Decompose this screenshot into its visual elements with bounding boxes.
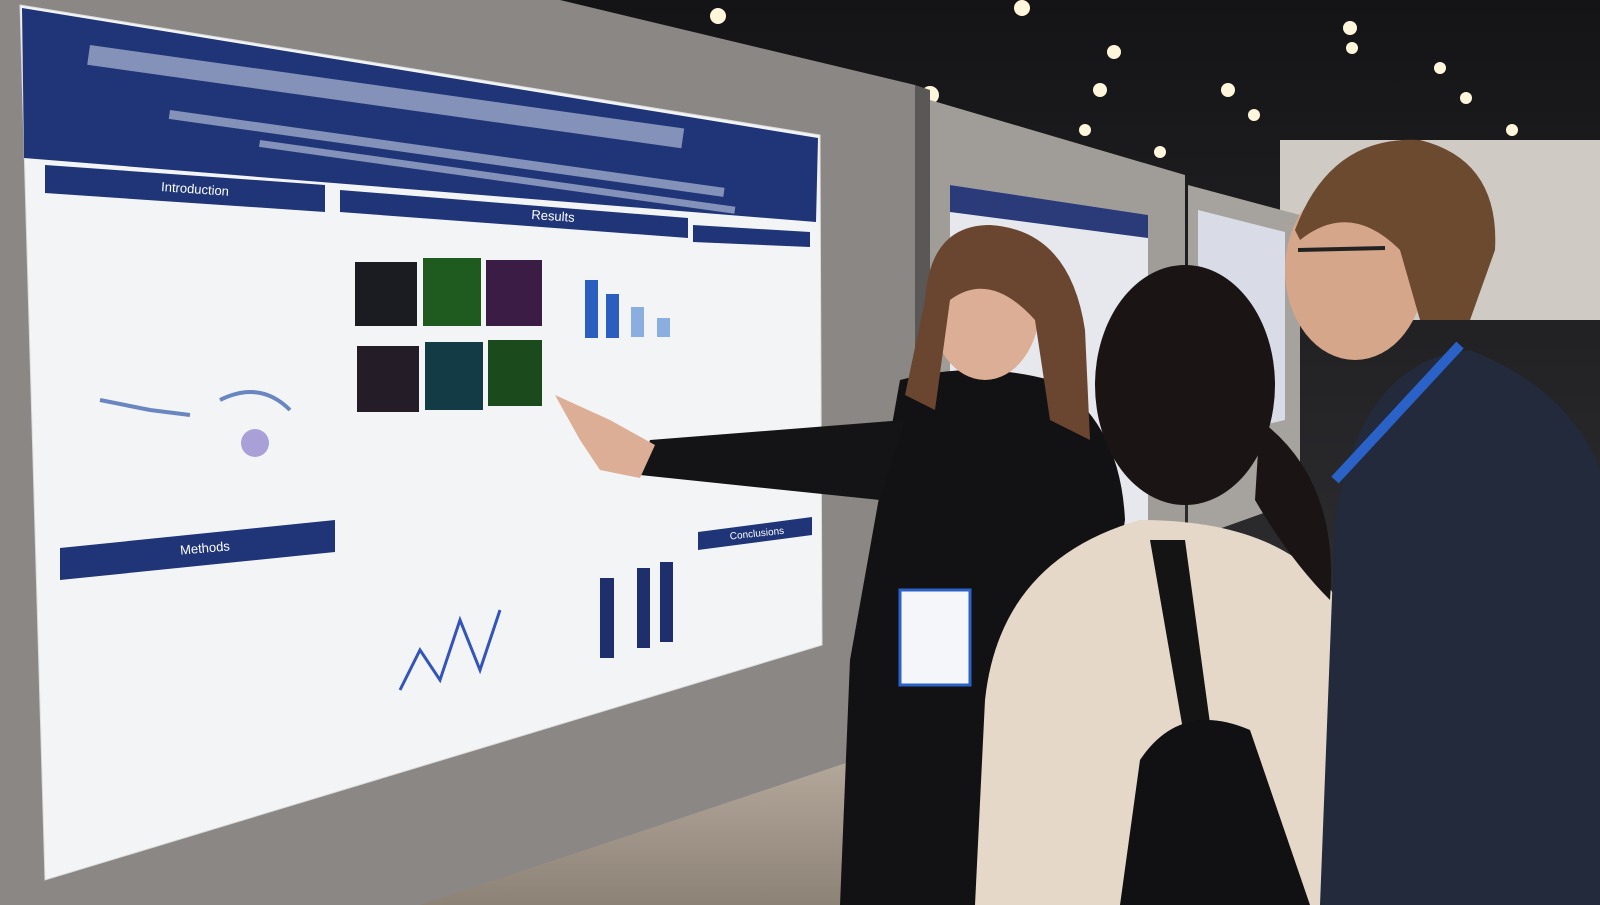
section-heading: Methods [179, 538, 230, 557]
presenter-hand [555, 395, 655, 478]
dark-bars [600, 562, 673, 658]
section-bar [340, 190, 688, 238]
light [1079, 124, 1091, 136]
section-bar [60, 520, 335, 580]
attendee-jacket [1320, 350, 1600, 905]
image [486, 260, 542, 326]
affiliation-blur [259, 140, 736, 214]
lanyard [1331, 341, 1464, 484]
poster-title-bar [22, 8, 818, 222]
section-bar [693, 225, 810, 247]
authors-blur [168, 109, 725, 197]
light [1460, 92, 1472, 104]
bar [657, 318, 670, 337]
backpack [1120, 720, 1310, 905]
section-bar [698, 517, 812, 550]
glasses [1297, 246, 1386, 252]
badge [898, 588, 972, 687]
light [1346, 42, 1358, 54]
image [423, 258, 481, 326]
ceiling-lights [710, 0, 1518, 158]
microscopy-images [355, 258, 542, 412]
bar [600, 578, 614, 658]
section-heading: Results [531, 207, 576, 225]
light [1107, 45, 1121, 59]
attendee-man [1285, 139, 1600, 905]
attendee-woman [975, 265, 1370, 905]
attendee-hair [1295, 139, 1496, 320]
image [355, 262, 417, 326]
light [1093, 83, 1107, 97]
bar [631, 307, 644, 337]
bar [660, 562, 673, 642]
light [1248, 109, 1260, 121]
bar-figure [585, 280, 670, 338]
light [1343, 21, 1357, 35]
blurred-title [87, 45, 736, 214]
cell-icon [241, 429, 269, 457]
pathway-diagram [99, 390, 292, 417]
title-text-blur [87, 45, 685, 149]
histogram-figure [398, 609, 502, 691]
light [1434, 62, 1446, 74]
poster-2-header [950, 185, 1148, 238]
light [1506, 124, 1518, 136]
section-heading: Introduction [161, 179, 230, 199]
light [1014, 0, 1030, 16]
light [710, 8, 726, 24]
light [1154, 146, 1166, 158]
image [357, 346, 419, 412]
attendee-ponytail [1255, 420, 1332, 600]
image [425, 342, 483, 410]
backpack-strap [1150, 540, 1215, 770]
image [488, 340, 542, 406]
presenter-arm [640, 420, 905, 500]
attendee-hair [1095, 265, 1275, 505]
bar [585, 280, 598, 338]
bar [606, 294, 619, 338]
bar [637, 568, 650, 648]
light [1221, 83, 1235, 97]
section-bar [45, 165, 325, 212]
presenter-hair [905, 225, 1090, 440]
